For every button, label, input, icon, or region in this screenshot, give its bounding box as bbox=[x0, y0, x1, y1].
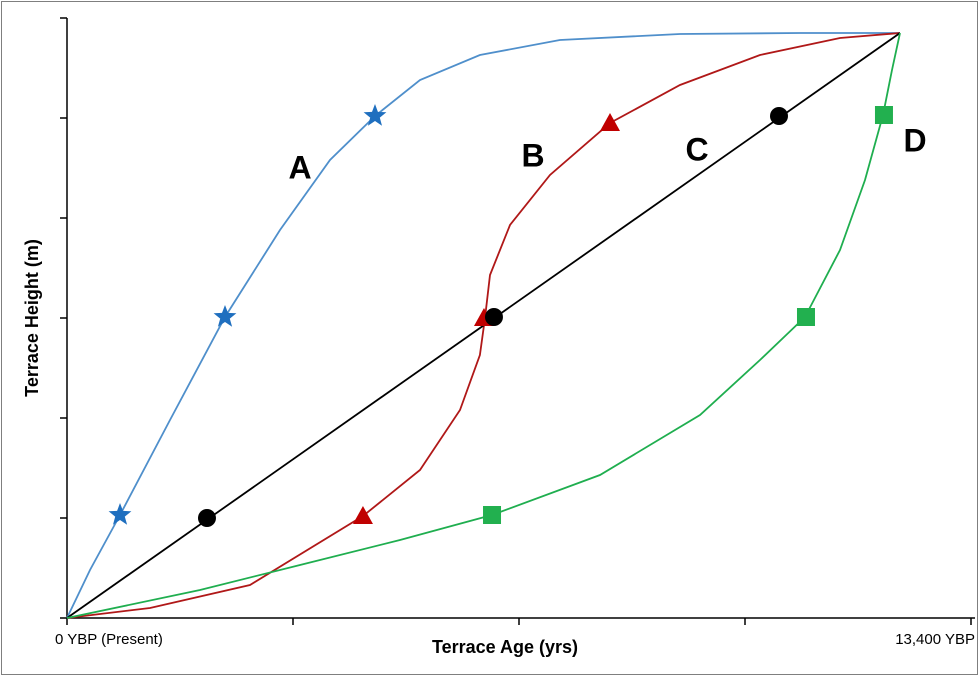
series-line bbox=[66, 32, 901, 619]
star-marker bbox=[363, 104, 387, 126]
circle-marker bbox=[197, 509, 216, 527]
square-marker bbox=[796, 308, 815, 326]
series-label: A bbox=[288, 149, 311, 185]
series-label: C bbox=[685, 131, 708, 167]
star-marker bbox=[108, 503, 132, 525]
square-marker bbox=[483, 506, 502, 524]
circle-marker bbox=[770, 107, 789, 125]
star-marker bbox=[213, 305, 237, 327]
x-tick-label: 0 YBP (Present) bbox=[55, 631, 163, 648]
series-label: B bbox=[521, 137, 544, 173]
triangle-marker bbox=[600, 113, 621, 131]
circle-marker bbox=[484, 308, 503, 326]
series-label: D bbox=[903, 122, 926, 158]
square-marker bbox=[874, 106, 893, 124]
x-tick-label: 13,400 YBP bbox=[895, 631, 975, 648]
series-line bbox=[66, 32, 900, 619]
x-axis-title: Terrace Age (yrs) bbox=[432, 637, 578, 657]
series-line bbox=[66, 32, 901, 619]
y-axis-title: Terrace Height (m) bbox=[22, 239, 42, 397]
triangle-marker bbox=[352, 506, 373, 524]
